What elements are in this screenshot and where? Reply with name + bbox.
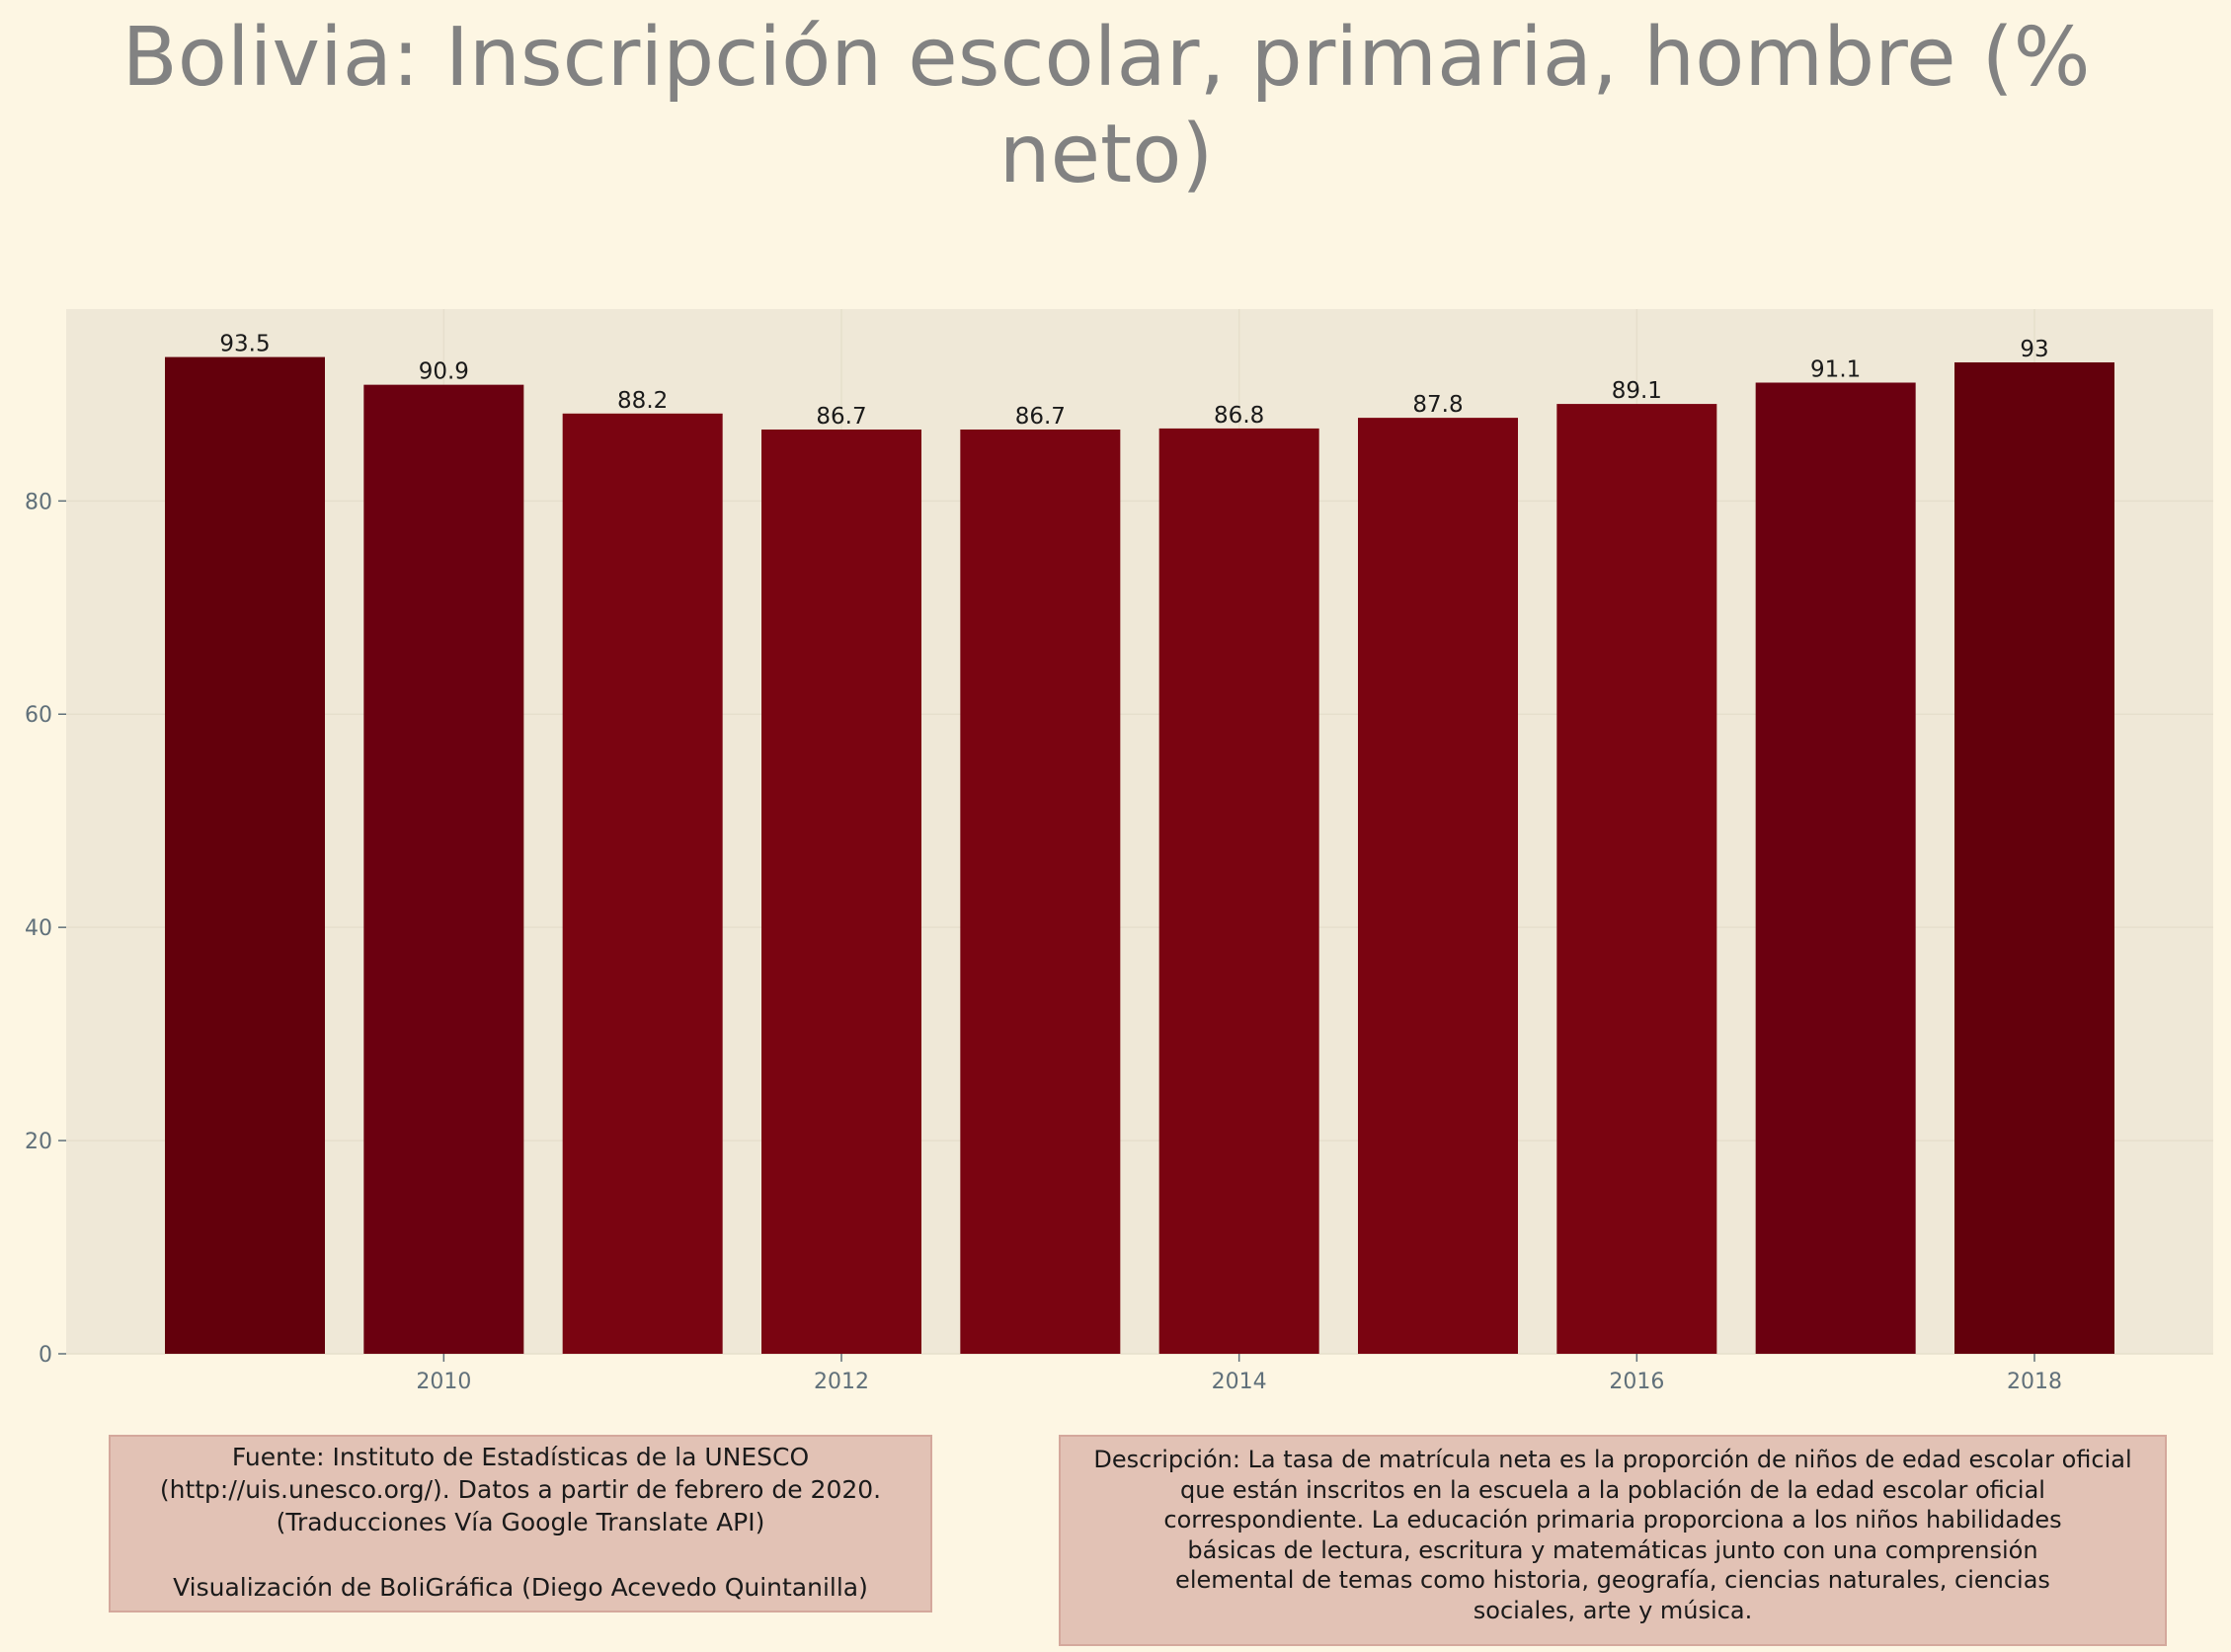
x-tick-label: 2016 — [1609, 1370, 1664, 1394]
bar — [960, 429, 1121, 1354]
description-line-5: elemental de temas como historia, geogra… — [1175, 1566, 2050, 1594]
bar — [761, 429, 921, 1354]
bars — [165, 356, 2114, 1355]
source-line-3: (Traducciones Vía Google Translate API) — [276, 1508, 765, 1536]
y-tick-label: 40 — [25, 916, 52, 941]
value-label: 91.1 — [1810, 356, 1861, 382]
description-line-3: correspondiente. La educación primaria p… — [1163, 1506, 2062, 1534]
value-label: 86.8 — [1214, 403, 1264, 429]
x-tick-label: 2014 — [1212, 1370, 1267, 1394]
value-labels: 93.5 90.9 88.2 86.7 86.7 86.8 87.8 89.1 91.1 93 — [219, 332, 2048, 430]
description-line-4: básicas de lectura, escritura y matemáti… — [1187, 1535, 2038, 1564]
bar-chart: 93.5 90.9 88.2 86.7 86.7 86.8 87.8 89.1 91.1 93 0… — [25, 309, 2213, 1394]
y-tick-label: 0 — [39, 1343, 52, 1368]
x-tick-label: 2010 — [416, 1370, 471, 1394]
chart-title-line-2: neto) — [998, 108, 1214, 201]
description-line-1: Descripción: La tasa de matrícula neta e… — [1093, 1446, 2132, 1473]
value-label: 90.9 — [419, 359, 469, 385]
value-label: 86.7 — [816, 404, 866, 430]
value-label: 86.7 — [1015, 404, 1066, 430]
description-line-6: sociales, arte y música. — [1473, 1596, 1753, 1624]
value-label: 88.2 — [617, 388, 668, 414]
source-line-1: Fuente: Instituto de Estadísticas de la … — [231, 1443, 810, 1471]
bar — [1358, 418, 1518, 1354]
x-tick-label: 2018 — [2007, 1370, 2062, 1394]
source-box: Fuente: Instituto de Estadísticas de la … — [109, 1435, 932, 1613]
source-line-4 — [111, 1538, 930, 1571]
value-label: 87.8 — [1412, 392, 1463, 418]
bar — [1954, 361, 2114, 1354]
source-line-2: (http://uis.unesco.org/). Datos a partir… — [159, 1475, 882, 1504]
bar — [363, 384, 524, 1355]
chart-title-line-1: Bolivia: Inscripción escolar, primaria, … — [121, 11, 2091, 105]
bar — [562, 413, 723, 1354]
chart-title: Bolivia: Inscripción escolar, primaria, … — [59, 10, 2153, 203]
bar — [1755, 382, 1916, 1355]
y-tick-label: 60 — [25, 703, 52, 728]
axes: 0 20 40 60 80 2010 2012 2014 2016 2018 — [25, 490, 2062, 1394]
description-line-2: que están inscritos en la escuela a la p… — [1180, 1475, 2045, 1504]
value-label: 93.5 — [219, 332, 270, 357]
bar — [1158, 428, 1319, 1354]
bar — [1556, 404, 1717, 1354]
description-box: Descripción: La tasa de matrícula neta e… — [1059, 1435, 2167, 1646]
y-tick-label: 80 — [25, 490, 52, 514]
value-label: 89.1 — [1612, 378, 1662, 404]
bar — [165, 356, 325, 1354]
y-tick-label: 20 — [25, 1130, 52, 1154]
source-line-5: Visualización de BoliGráfica (Diego Acev… — [173, 1573, 868, 1602]
x-tick-label: 2012 — [814, 1370, 869, 1394]
value-label: 93 — [2020, 337, 2048, 362]
